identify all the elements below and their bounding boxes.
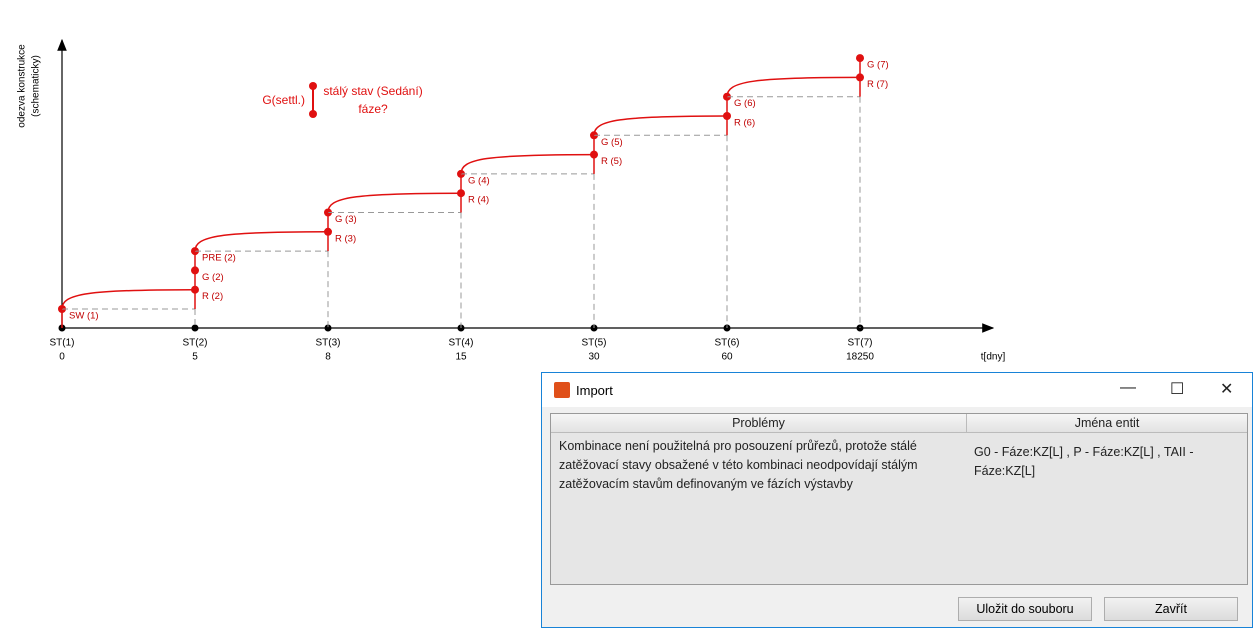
stage-day: 0 <box>59 352 65 363</box>
legend-label: G(settl.) <box>262 93 305 107</box>
stage-day: 5 <box>192 352 198 363</box>
stage-dot <box>191 324 199 332</box>
table-header: Problémy Jména entit <box>551 414 1247 433</box>
creep-curve <box>593 115 728 136</box>
point <box>590 150 598 159</box>
point-label: G (3) <box>335 214 357 225</box>
point-label: R (6) <box>734 118 755 129</box>
y-axis-label: odezva konstrukce <box>17 44 28 128</box>
app-icon <box>554 382 570 398</box>
stage-label: ST(1) <box>50 338 75 349</box>
point-label: G (7) <box>867 60 889 71</box>
dialog: Import — ☐ ✕ Problémy Jména entit Kombin… <box>541 372 1253 628</box>
stage-label: ST(7) <box>848 338 873 349</box>
stage-label: ST(3) <box>316 338 341 349</box>
point-label: R (4) <box>468 195 489 206</box>
point-label: G (6) <box>734 98 756 109</box>
stage-day: 8 <box>325 352 331 363</box>
creep-curve <box>61 288 196 310</box>
legend-dot <box>309 82 317 90</box>
stage-day: 18250 <box>846 352 874 363</box>
problem-table: Problémy Jména entit Kombinace není použ… <box>550 413 1248 585</box>
creep-curve <box>327 192 462 213</box>
point <box>457 189 465 198</box>
cell: Kombinace není použitelná pro posouzení … <box>559 439 918 491</box>
legend-dot <box>309 110 317 118</box>
close[interactable]: ✕ <box>1220 381 1234 398</box>
point <box>856 73 864 82</box>
cell: G0 - Fáze:KZ[L] , P - Fáze:KZ[L] , TAII … <box>974 445 1194 478</box>
point-label: R (3) <box>335 233 356 244</box>
x-axis-label: t[dny] <box>981 352 1006 363</box>
point <box>324 227 332 236</box>
column-header[interactable]: Problémy <box>551 414 967 432</box>
point <box>856 54 864 63</box>
point <box>191 285 199 294</box>
creep-curve <box>460 153 595 174</box>
minimize[interactable]: — <box>1120 379 1136 396</box>
maximize[interactable]: ☐ <box>1170 381 1185 398</box>
creep-curve <box>194 231 329 252</box>
legend-text: stálý stav (Sedání) <box>323 84 422 98</box>
stage-label: ST(2) <box>183 338 208 349</box>
stage-day: 30 <box>588 352 600 363</box>
point-label: R (2) <box>202 291 223 302</box>
stage-label: ST(5) <box>582 338 607 349</box>
dialog-title: Import <box>576 383 613 398</box>
stage-day: 60 <box>721 352 733 363</box>
column-header[interactable]: Jména entit <box>1074 416 1140 430</box>
stage-day: 15 <box>455 352 467 363</box>
stage-label: ST(6) <box>715 338 740 349</box>
legend-text: fáze? <box>358 102 388 116</box>
point-label: G (4) <box>468 175 490 186</box>
point <box>191 266 199 275</box>
title-bar: Import — ☐ ✕ <box>542 373 1252 407</box>
creep-curve <box>726 76 861 97</box>
close-button[interactable]: Zavřít <box>1104 597 1238 621</box>
point-label: G (5) <box>601 137 623 148</box>
stage-dot <box>324 324 332 332</box>
point-label: G (2) <box>202 272 224 283</box>
point <box>723 112 731 120</box>
stage-label: ST(4) <box>449 338 474 349</box>
y-axis-label: (schematicky) <box>31 55 42 117</box>
point-label: PRE (2) <box>202 253 236 264</box>
point-label: SW (1) <box>69 311 99 322</box>
point-label: R (7) <box>867 79 888 90</box>
save-button[interactable]: Uložit do souboru <box>958 597 1092 621</box>
table-row[interactable]: Kombinace není použitelná pro posouzení … <box>551 433 1247 498</box>
point-label: R (5) <box>601 156 622 167</box>
